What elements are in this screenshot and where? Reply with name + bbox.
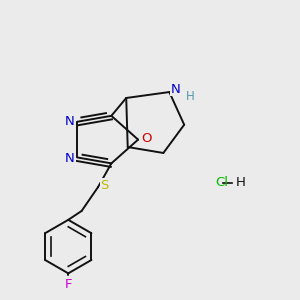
Text: Cl: Cl [215, 176, 228, 189]
Text: S: S [100, 179, 109, 192]
Text: H: H [236, 176, 246, 189]
Text: N: N [171, 82, 181, 96]
Text: N: N [65, 115, 75, 128]
Text: O: O [142, 132, 152, 145]
Text: F: F [64, 278, 72, 291]
Text: H: H [186, 90, 194, 103]
Text: N: N [65, 152, 75, 164]
